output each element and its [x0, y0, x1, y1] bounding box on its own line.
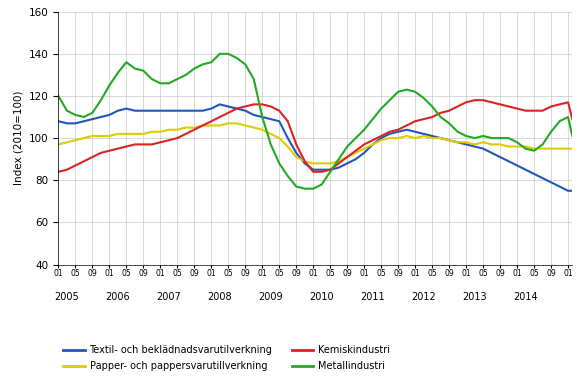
Text: 2005: 2005 — [54, 292, 79, 302]
Text: 2008: 2008 — [207, 292, 232, 302]
Text: 2012: 2012 — [411, 292, 436, 302]
Text: 2014: 2014 — [513, 292, 538, 302]
Legend: Textil- och beklädnadsvarutilverkning, Papper- och pappersvarutillverkning, Kemi: Textil- och beklädnadsvarutilverkning, P… — [63, 345, 390, 371]
Text: 2007: 2007 — [157, 292, 181, 302]
Y-axis label: Index (2010=100): Index (2010=100) — [13, 91, 23, 185]
Text: 2006: 2006 — [106, 292, 130, 302]
Text: 2011: 2011 — [360, 292, 385, 302]
Text: 2013: 2013 — [463, 292, 487, 302]
Text: 2009: 2009 — [259, 292, 283, 302]
Text: 2010: 2010 — [310, 292, 334, 302]
